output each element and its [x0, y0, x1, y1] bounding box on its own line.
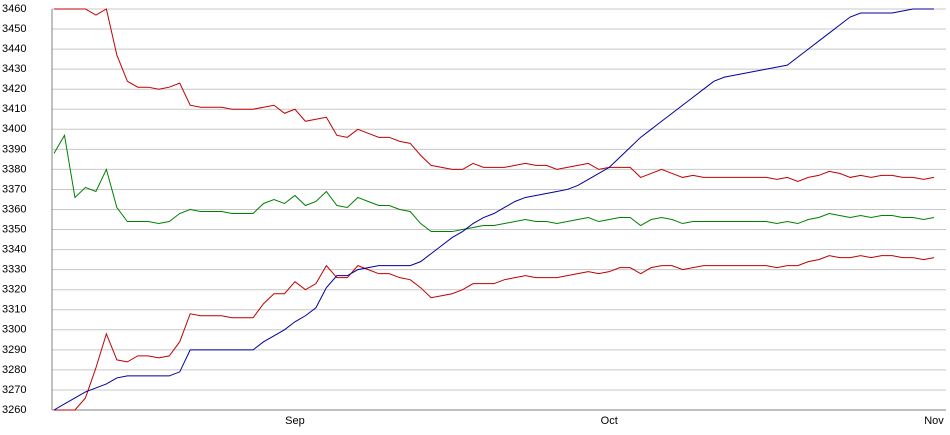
y-tick-label: 3300 — [2, 324, 26, 336]
y-tick-label: 3440 — [2, 43, 26, 55]
y-tick-label: 3460 — [2, 3, 26, 15]
y-tick-label: 3330 — [2, 264, 26, 276]
y-tick-label: 3340 — [2, 244, 26, 256]
x-tick-label: Oct — [601, 415, 618, 427]
y-tick-label: 3350 — [2, 223, 26, 235]
y-tick-label: 3410 — [2, 103, 26, 115]
y-tick-label: 3310 — [2, 304, 26, 316]
y-tick-label: 3390 — [2, 143, 26, 155]
y-tick-label: 3260 — [2, 404, 26, 416]
y-tick-label: 3420 — [2, 83, 26, 95]
y-tick-label: 3320 — [2, 284, 26, 296]
y-tick-label: 3360 — [2, 203, 26, 215]
y-tick-label: 3450 — [2, 23, 26, 35]
y-tick-label: 3430 — [2, 63, 26, 75]
y-tick-label: 3370 — [2, 183, 26, 195]
x-tick-label: Nov — [924, 415, 944, 427]
y-tick-label: 3380 — [2, 163, 26, 175]
line-series — [53, 8, 934, 411]
x-tick-label: Sep — [285, 415, 305, 427]
line-series — [54, 255, 935, 411]
y-tick-label: 3400 — [2, 123, 26, 135]
y-tick-label: 3270 — [2, 384, 26, 396]
y-tick-label: 3290 — [2, 344, 26, 356]
line-series — [54, 8, 935, 182]
line-series — [53, 133, 935, 233]
y-tick-label: 3280 — [2, 364, 26, 376]
